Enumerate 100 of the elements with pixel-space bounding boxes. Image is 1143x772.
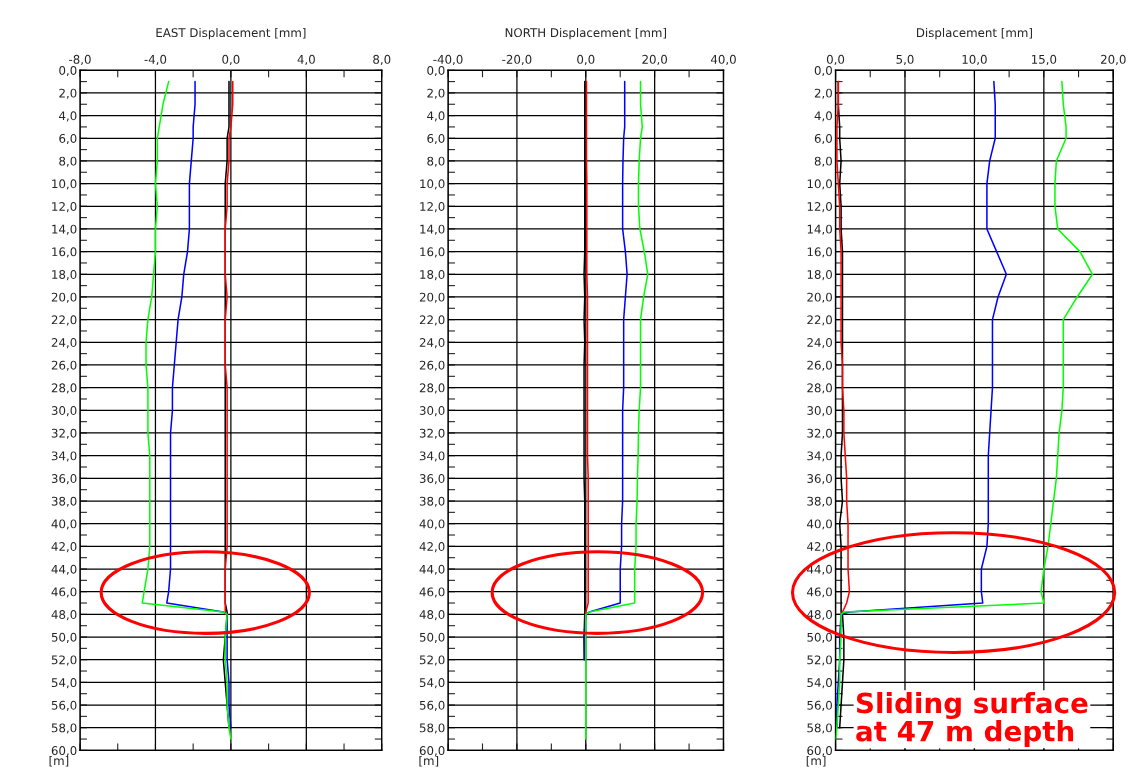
y-tick-label: 2,0 — [814, 88, 832, 99]
y-tick-label: 20,0 — [419, 292, 445, 303]
y-tick-label: 14,0 — [52, 224, 77, 235]
y-tick-label: 56,0 — [807, 700, 832, 711]
y-tick-label: 32,0 — [51, 428, 77, 439]
y-tick-label: 2,0 — [59, 88, 77, 99]
x-tick-label: -8,0 — [69, 54, 91, 65]
y-tick-label: 54,0 — [807, 678, 832, 689]
y-tick-label: 26,0 — [419, 360, 445, 371]
y-tick-label: 60,0 — [419, 746, 445, 757]
y-tick-label: 10,0 — [807, 179, 832, 190]
y-tick-label: 44,0 — [51, 564, 77, 575]
x-tick-label: 20,0 — [642, 54, 668, 65]
chart-title: Displacement [mm] — [917, 27, 1032, 40]
y-tick-label: 12,0 — [420, 202, 445, 213]
x-tick-label: 8,0 — [373, 54, 391, 65]
y-tick-label: 18,0 — [420, 270, 445, 281]
y-tick-label: 56,0 — [419, 700, 445, 711]
y-tick-label: 2,0 — [427, 88, 445, 99]
y-tick-label: 20,0 — [807, 292, 832, 303]
chart-title: NORTH Displacement [mm] — [505, 27, 666, 40]
x-tick-label: 15,0 — [1032, 54, 1057, 65]
x-tick-label: 0,0 — [222, 54, 240, 65]
x-tick-label: 40,0 — [710, 54, 736, 65]
y-tick-label: 34,0 — [419, 451, 445, 462]
y-tick-label: 30,0 — [419, 406, 445, 417]
y-tick-label: 40,0 — [51, 519, 77, 530]
y-tick-label: 24,0 — [51, 338, 77, 349]
x-tick-label: -40,0 — [433, 54, 463, 65]
y-tick-label: 38,0 — [51, 496, 77, 507]
y-tick-label: 34,0 — [807, 451, 832, 462]
y-tick-label: 26,0 — [51, 360, 77, 371]
y-tick-label: 54,0 — [419, 678, 445, 689]
y-tick-label: 38,0 — [807, 496, 832, 507]
y-tick-label: 42,0 — [807, 542, 832, 553]
y-tick-label: 18,0 — [52, 270, 77, 281]
chart-title: EAST Displacement [mm] — [156, 27, 306, 40]
y-tick-label: 48,0 — [807, 610, 832, 621]
y-tick-label: 6,0 — [59, 133, 77, 145]
y-tick-label: 38,0 — [419, 496, 445, 507]
y-tick-label: 4,0 — [814, 111, 832, 122]
y-tick-label: 28,0 — [807, 383, 832, 394]
y-tick-label: 14,0 — [807, 224, 832, 235]
y-tick-label: 48,0 — [51, 610, 77, 621]
y-tick-label: 24,0 — [419, 338, 445, 349]
y-tick-label: 22,0 — [51, 315, 77, 326]
x-tick-label: -4,0 — [144, 54, 167, 65]
y-tick-label: 6,0 — [814, 133, 832, 145]
y-tick-label: 36,0 — [807, 474, 832, 485]
y-tick-label: 12,0 — [807, 202, 832, 213]
y-tick-label: 40,0 — [419, 519, 445, 530]
y-axis-title: [m] — [419, 755, 439, 767]
y-tick-label: 16,0 — [807, 247, 832, 258]
y-tick-label: 28,0 — [419, 383, 445, 394]
y-tick-label: 50,0 — [419, 632, 445, 643]
y-tick-label: 6,0 — [427, 133, 445, 145]
y-tick-label: 60,0 — [51, 746, 77, 757]
x-tick-label: -20,0 — [502, 54, 532, 65]
y-axis-title: [m] — [49, 755, 69, 767]
y-tick-label: 52,0 — [419, 655, 445, 666]
y-tick-label: 0,0 — [814, 65, 832, 77]
y-tick-label: 8,0 — [427, 156, 445, 167]
y-tick-label: 0,0 — [59, 65, 77, 77]
y-tick-label: 54,0 — [51, 678, 77, 689]
y-tick-label: 10,0 — [420, 179, 445, 190]
x-tick-label: 20,0 — [1101, 54, 1126, 65]
y-tick-label: 42,0 — [51, 542, 77, 553]
y-tick-label: 16,0 — [52, 247, 77, 258]
y-tick-label: 60,0 — [807, 746, 832, 757]
y-tick-label: 40,0 — [807, 519, 832, 530]
y-tick-label: 10,0 — [52, 179, 77, 190]
y-axis-title: [m] — [806, 755, 826, 767]
x-tick-label: 10,0 — [962, 54, 987, 65]
y-tick-label: 4,0 — [59, 111, 77, 122]
annotation: Sliding surface at 47 m depth — [856, 691, 1088, 747]
y-tick-label: 50,0 — [807, 632, 832, 643]
y-tick-label: 46,0 — [419, 587, 445, 598]
y-tick-label: 30,0 — [51, 406, 77, 417]
y-tick-label: 32,0 — [419, 428, 445, 439]
y-tick-label: 58,0 — [51, 723, 77, 734]
y-tick-label: 46,0 — [807, 587, 832, 598]
y-tick-label: 36,0 — [51, 474, 77, 485]
y-tick-label: 14,0 — [420, 224, 445, 235]
y-tick-label: 58,0 — [807, 723, 832, 734]
y-tick-label: 56,0 — [51, 700, 77, 711]
y-tick-label: 34,0 — [51, 451, 77, 462]
y-tick-label: 58,0 — [419, 723, 445, 734]
y-tick-label: 0,0 — [427, 65, 445, 77]
y-tick-label: 52,0 — [807, 655, 832, 666]
y-tick-label: 44,0 — [807, 564, 832, 575]
y-tick-label: 8,0 — [59, 156, 77, 167]
x-tick-label: 4,0 — [297, 54, 315, 65]
y-tick-label: 36,0 — [419, 474, 445, 485]
y-tick-label: 20,0 — [51, 292, 77, 303]
y-tick-label: 32,0 — [807, 428, 832, 439]
y-tick-label: 42,0 — [419, 542, 445, 553]
y-tick-label: 26,0 — [807, 360, 832, 371]
x-tick-label: 0,0 — [826, 54, 845, 65]
y-tick-label: 28,0 — [51, 383, 77, 394]
y-tick-label: 44,0 — [419, 564, 445, 575]
